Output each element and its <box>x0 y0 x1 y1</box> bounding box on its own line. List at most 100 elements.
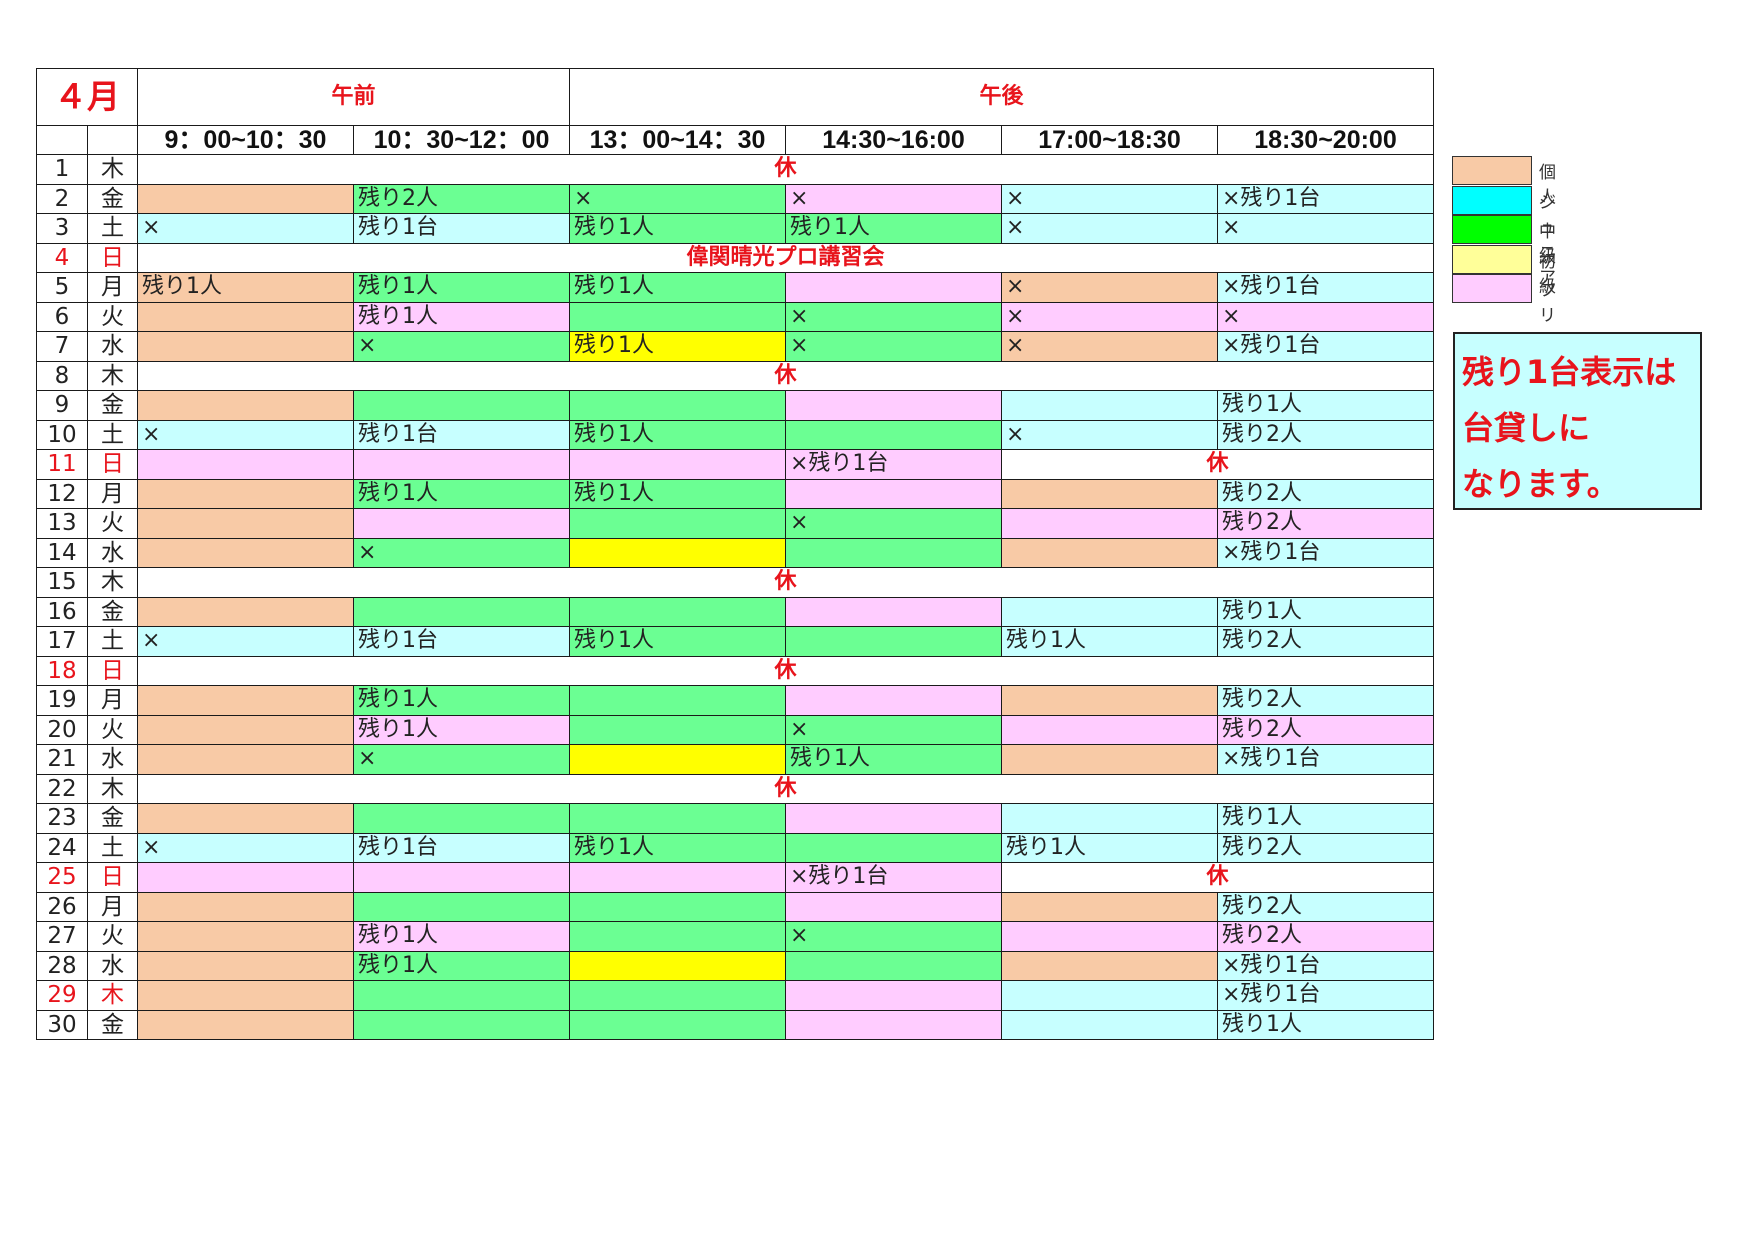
day-number: 24 <box>36 832 88 863</box>
slot-cell <box>1001 390 1218 421</box>
slot-cell <box>569 744 786 775</box>
day-number: 26 <box>36 891 88 922</box>
schedule-row: 29 木 ×残り1台 <box>36 980 1434 1011</box>
closed-label: 休 <box>1001 449 1434 480</box>
schedule-row: 6 火残り1人 × × × <box>36 301 1434 332</box>
schedule-row: 30 金 残り1人 <box>36 1009 1434 1040</box>
schedule-row: 24 土 × 残り1台 残り1人 残り1人 残り2人 <box>36 832 1434 863</box>
header-row-slots: 9：00~10：30 10：30~12：00 13：00~14：30 14:30… <box>36 125 1434 155</box>
slot-cell <box>137 980 354 1011</box>
slot-cell <box>785 272 1002 303</box>
schedule-row: 2 金残り2人 × × × ×残り1台 <box>36 183 1434 214</box>
note-line: 台貸しに <box>1462 409 1591 447</box>
slot-cell: 残り1人 <box>137 272 354 303</box>
schedule-row: 5 月残り1人 残り1人 残り1人 × ×残り1台 <box>36 272 1434 303</box>
slot-cell <box>1001 921 1218 952</box>
day-of-week: 火 <box>87 301 138 332</box>
legend-swatch <box>1452 156 1532 185</box>
day-number: 16 <box>36 596 88 627</box>
slot-cell <box>569 862 786 893</box>
slot-cell: × <box>1217 301 1434 332</box>
slot-cell <box>1001 685 1218 716</box>
note-box: 残り1台表示は 台貸しに なります。 <box>1453 332 1702 510</box>
slot-cell: × <box>137 213 354 244</box>
header-row-periods: ４月 午前 午後 <box>36 68 1434 126</box>
slot-cell: 残り1人 <box>353 301 570 332</box>
day-of-week: 金 <box>87 596 138 627</box>
slot-cell: 残り2人 <box>1217 832 1434 863</box>
slot-cell: 残り1人 <box>1217 1009 1434 1040</box>
day-of-week: 木 <box>87 567 138 598</box>
day-number: 25 <box>36 862 88 893</box>
note-line: なります。 <box>1462 465 1619 503</box>
schedule-row: 7 水 × 残り1人 × × ×残り1台 <box>36 331 1434 362</box>
slot-cell: × <box>569 183 786 214</box>
slot-cell <box>137 1009 354 1040</box>
day-number: 2 <box>36 183 88 214</box>
day-number: 11 <box>36 449 88 480</box>
slot-cell <box>569 449 786 480</box>
slot-cell: 残り1人 <box>1217 596 1434 627</box>
schedule-row: 11 日 ×残り1台休 <box>36 449 1434 480</box>
slot-cell: 残り1人 <box>353 921 570 952</box>
day-number: 19 <box>36 685 88 716</box>
closed-label: 休 <box>1001 862 1434 893</box>
period-pm-label: 午後 <box>569 68 1434 126</box>
slot-cell: × <box>137 832 354 863</box>
slot-cell: 残り1台 <box>353 626 570 657</box>
slot-cell: 残り1人 <box>569 626 786 657</box>
schedule-row: 14 水 × ×残り1台 <box>36 537 1434 568</box>
slot-cell <box>137 449 354 480</box>
slot-cell: × <box>785 301 1002 332</box>
legend-swatch <box>1452 244 1532 274</box>
slot-cell: × <box>785 921 1002 952</box>
slot-cell: 残り2人 <box>1217 714 1434 745</box>
day-of-week: 土 <box>87 626 138 657</box>
closed-label: 偉関晴光プロ講習会 <box>137 242 1434 273</box>
slot-cell: 残り1人 <box>569 419 786 450</box>
day-of-week: 木 <box>87 154 138 185</box>
slot-cell: 残り1台 <box>353 213 570 244</box>
slot-cell <box>569 891 786 922</box>
slot-cell: 残り1人 <box>569 832 786 863</box>
schedule-row: 26 月 残り2人 <box>36 891 1434 922</box>
slot-cell: 残り1人 <box>1217 390 1434 421</box>
day-number: 10 <box>36 419 88 450</box>
day-number: 23 <box>36 803 88 834</box>
slot-cell: ×残り1台 <box>1217 950 1434 981</box>
month-title: ４月 <box>36 68 138 126</box>
slot-cell <box>785 832 1002 863</box>
day-of-week: 木 <box>87 360 138 391</box>
slot-cell <box>353 980 570 1011</box>
day-of-week: 日 <box>87 449 138 480</box>
day-number: 22 <box>36 773 88 804</box>
slot-cell <box>785 478 1002 509</box>
slot-cell: 残り1人 <box>785 744 1002 775</box>
day-of-week: 日 <box>87 242 138 273</box>
slot-cell <box>1001 950 1218 981</box>
legend-swatch <box>1452 215 1532 244</box>
slot-cell <box>569 950 786 981</box>
slot-cell <box>137 803 354 834</box>
slot-cell <box>137 537 354 568</box>
legend-label: ジュニア <box>1539 192 1556 288</box>
slot-cell: × <box>1217 213 1434 244</box>
day-number: 3 <box>36 213 88 244</box>
day-of-week: 水 <box>87 950 138 981</box>
schedule-row: 4 日偉関晴光プロ講習会 <box>36 242 1434 273</box>
slot-cell <box>1001 537 1218 568</box>
slot-cell: 残り1人 <box>353 714 570 745</box>
day-of-week: 金 <box>87 183 138 214</box>
day-number: 12 <box>36 478 88 509</box>
day-of-week: 金 <box>87 803 138 834</box>
day-of-week: 水 <box>87 537 138 568</box>
slot-cell: × <box>137 626 354 657</box>
slot-cell <box>137 685 354 716</box>
day-number: 27 <box>36 921 88 952</box>
closed-label: 休 <box>137 360 1434 391</box>
slot-cell: × <box>785 508 1002 539</box>
slot-cell <box>785 891 1002 922</box>
day-of-week: 土 <box>87 213 138 244</box>
slot-cell: × <box>785 183 1002 214</box>
slot-cell: × <box>1001 272 1218 303</box>
